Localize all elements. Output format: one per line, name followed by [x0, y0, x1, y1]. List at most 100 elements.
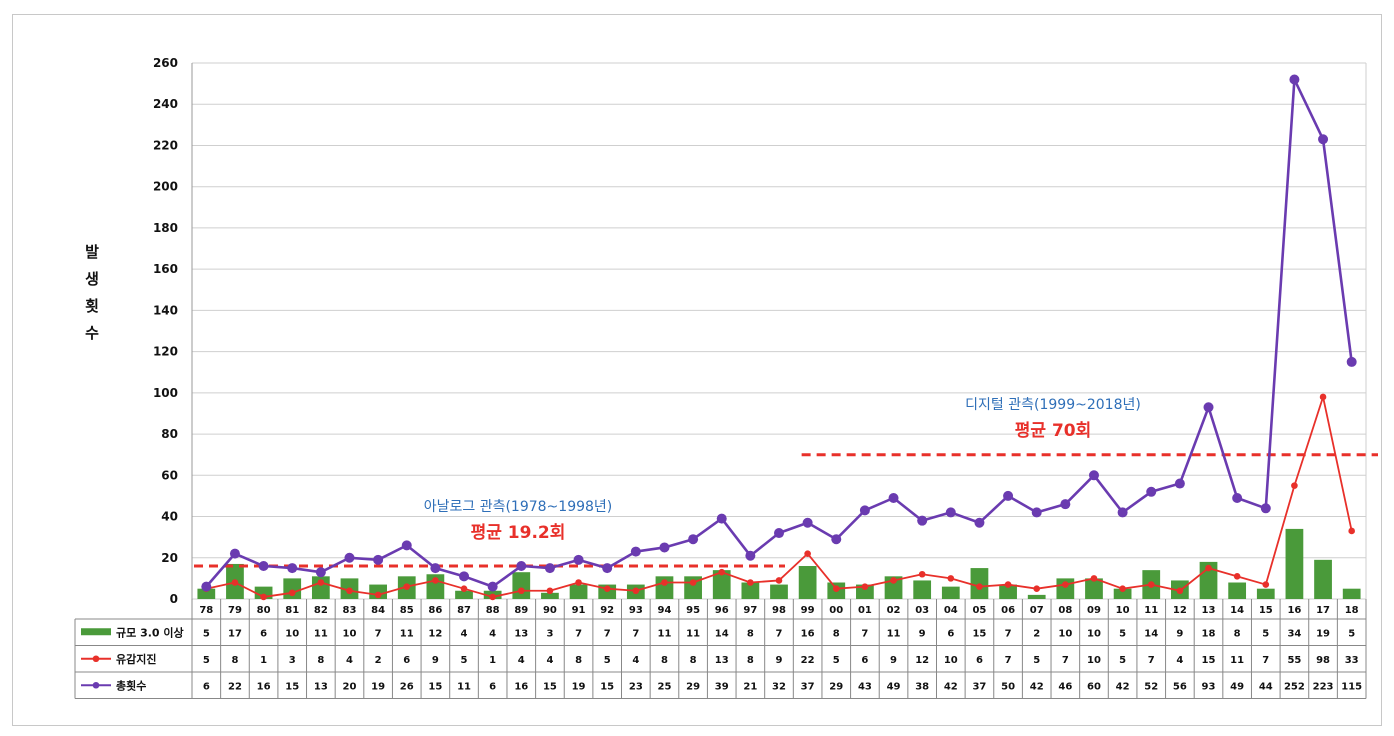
category-label: 81	[285, 605, 299, 616]
table-cell: 43	[858, 681, 872, 692]
series-point	[459, 571, 470, 582]
series-point	[1146, 486, 1157, 497]
table-cell: 10	[1058, 628, 1072, 639]
series-point	[945, 507, 956, 518]
legend-swatch	[81, 628, 111, 636]
category-label: 80	[257, 605, 271, 616]
series-point	[460, 585, 468, 592]
table-cell: 93	[1202, 681, 1216, 692]
table-cell: 7	[776, 628, 783, 639]
series-point	[1262, 581, 1270, 588]
bar	[569, 584, 588, 599]
series-point	[1119, 585, 1126, 592]
category-label: 08	[1058, 605, 1072, 616]
category-label: 92	[600, 605, 614, 616]
average-lines	[194, 453, 1378, 568]
table-cell: 11	[686, 628, 700, 639]
table-cell: 11	[400, 628, 414, 639]
category-label: 98	[772, 605, 786, 616]
series-point	[689, 579, 697, 586]
table-cell: 1	[489, 655, 496, 666]
series-point	[401, 540, 412, 551]
bar	[197, 588, 216, 599]
y-tick-label: 120	[153, 345, 178, 359]
table-cell: 10	[1087, 628, 1101, 639]
series-point	[1346, 356, 1357, 367]
legend-label: 총횟수	[116, 678, 146, 692]
table-cell: 5	[833, 655, 840, 666]
table-cell: 15	[972, 628, 986, 639]
table-cell: 19	[371, 681, 385, 692]
y-tick-label: 220	[153, 138, 178, 152]
table-cell: 10	[1087, 655, 1101, 666]
table-cell: 9	[776, 655, 783, 666]
table-cell: 8	[317, 655, 324, 666]
series-point	[1090, 575, 1098, 582]
bar-series	[197, 528, 1361, 599]
table-cell: 2	[375, 655, 382, 666]
y-tick-label: 260	[153, 56, 178, 70]
y-label-char: 수	[85, 324, 99, 342]
series-point	[1174, 478, 1185, 489]
grid	[191, 62, 1367, 600]
category-label: 17	[1316, 605, 1330, 616]
table-cell: 5	[203, 628, 210, 639]
table-cell: 4	[1176, 655, 1183, 666]
category-label: 10	[1116, 605, 1130, 616]
table-cell: 23	[629, 681, 643, 692]
series-point	[716, 513, 727, 524]
category-label: 93	[629, 605, 643, 616]
series-point	[745, 550, 756, 561]
series-point	[1348, 527, 1355, 535]
category-label: 88	[486, 605, 500, 616]
table-cell: 98	[1316, 655, 1330, 666]
table-cell: 29	[686, 681, 700, 692]
table-cell: 12	[915, 655, 929, 666]
table-cell: 252	[1284, 681, 1305, 692]
series-point	[1004, 581, 1012, 588]
table-cell: 8	[747, 628, 754, 639]
bar	[798, 566, 817, 599]
y-tick-label: 0	[170, 592, 178, 606]
table-cell: 56	[1173, 681, 1187, 692]
series-point	[918, 570, 926, 578]
series-point	[947, 575, 955, 582]
series-point	[546, 587, 554, 595]
series-point	[775, 577, 783, 584]
series-point	[890, 577, 897, 584]
table-cell: 4	[346, 655, 353, 666]
legend-marker	[92, 655, 100, 663]
table-cell: 22	[228, 681, 242, 692]
table-cell: 20	[343, 681, 357, 692]
category-label: 16	[1287, 605, 1301, 616]
table-cell: 15	[285, 681, 299, 692]
category-label: 82	[314, 605, 328, 616]
series-point	[630, 546, 641, 557]
category-label: 83	[343, 605, 357, 616]
series-point	[1147, 581, 1155, 588]
table-cell: 37	[972, 681, 986, 692]
table-cell: 55	[1287, 655, 1301, 666]
series-point	[804, 550, 811, 557]
table-cell: 15	[1202, 655, 1216, 666]
table-cell: 15	[600, 681, 614, 692]
category-label: 07	[1030, 605, 1044, 616]
series-point	[1203, 402, 1214, 413]
data-table: 78 79 80 81 82 83 84 85 86 87 88 89 90 91 92 93 94 95 96 97…	[74, 599, 1367, 699]
series-point	[344, 552, 355, 563]
series-point	[544, 563, 555, 574]
series-point	[1233, 573, 1241, 580]
table-cell: 5	[461, 655, 468, 666]
table-cell: 11	[314, 628, 328, 639]
category-label: 04	[944, 605, 958, 616]
series-point	[832, 585, 840, 592]
table-cell: 223	[1313, 681, 1334, 692]
table-cell: 6	[489, 681, 496, 692]
table-cell: 7	[1062, 655, 1069, 666]
category-label: 00	[829, 605, 843, 616]
series-point	[1060, 499, 1071, 510]
table-cell: 4	[546, 655, 553, 666]
category-label: 86	[428, 605, 442, 616]
bar	[1228, 582, 1247, 599]
